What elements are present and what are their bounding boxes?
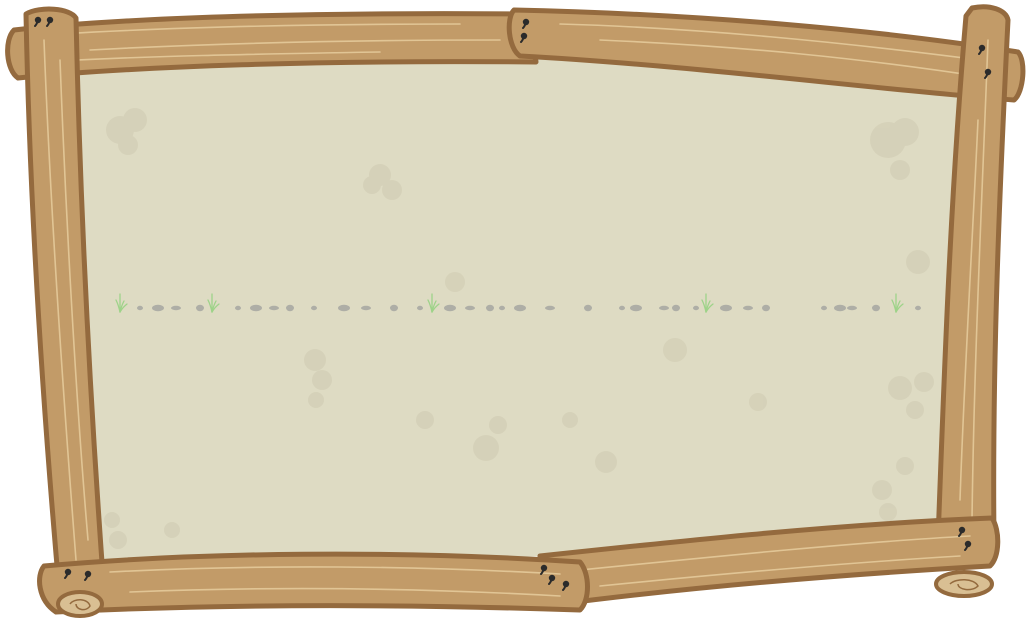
pebble [693, 305, 699, 311]
panel-blotch [891, 118, 919, 146]
log-top-left [5, 11, 539, 81]
panel-blotch [104, 512, 120, 528]
panel-blotch [118, 135, 138, 155]
pebble [514, 304, 526, 312]
pebble [847, 305, 857, 311]
nail-icon [562, 580, 570, 591]
panel-blotch [906, 250, 930, 274]
pebble [286, 304, 294, 312]
panel-blotch [914, 372, 934, 392]
pebble [619, 305, 625, 311]
pebble [196, 304, 204, 312]
panel-blotch [312, 370, 332, 390]
grass-tuft [701, 293, 714, 313]
nail-icon [46, 16, 54, 27]
log-bottom-left [37, 551, 590, 615]
panel-blotch [109, 531, 127, 549]
pebble [361, 305, 371, 311]
panel-blotch [896, 457, 914, 475]
pebble [338, 304, 350, 312]
grass-tuft [427, 293, 440, 313]
panel-blotch [749, 393, 767, 411]
grass-tuft [207, 293, 220, 313]
panel-blotch [123, 108, 147, 132]
panel-blotch [445, 272, 465, 292]
pebble [311, 305, 317, 311]
pebble [630, 304, 642, 312]
panel-blotch [489, 416, 507, 434]
pebble [584, 304, 592, 312]
panel-blotch [164, 522, 180, 538]
nail-icon [64, 568, 72, 579]
nail-icon [540, 564, 548, 575]
nail-icon [984, 68, 992, 79]
panel-blotch [595, 451, 617, 473]
panel-blotch [473, 435, 499, 461]
panel-blotches [104, 108, 934, 549]
pebble [390, 304, 398, 312]
nail-icon [520, 32, 528, 43]
nail-icon [84, 570, 92, 581]
panel-blotch [888, 376, 912, 400]
pebble [672, 304, 680, 312]
pebble [137, 305, 143, 311]
pebble [659, 305, 669, 311]
log-top-right [506, 7, 1026, 103]
pebble [152, 304, 164, 312]
nail-icon [958, 526, 966, 537]
pebble [250, 304, 262, 312]
pebble [486, 304, 494, 312]
ground-line [115, 293, 921, 313]
grass-tuft [891, 293, 904, 313]
pebble [171, 305, 181, 311]
log-end-bottom-left [56, 590, 104, 618]
panel-blotch [663, 338, 687, 362]
panel-blotch [879, 503, 897, 521]
panel-blotch [872, 480, 892, 500]
nail-icon [34, 16, 42, 27]
panel-blotch [304, 349, 326, 371]
nail-icon [548, 574, 556, 585]
pebble [821, 305, 827, 311]
pebble [269, 305, 279, 311]
nails [34, 16, 992, 591]
grass-tuft [115, 293, 128, 313]
panel-blotch [416, 411, 434, 429]
panel-blotch [308, 392, 324, 408]
pebble [915, 305, 921, 311]
log-end-bottom-right [934, 570, 994, 598]
panel-blotch [890, 160, 910, 180]
pebble [499, 305, 505, 311]
nail-icon [964, 540, 972, 551]
pebble [444, 304, 456, 312]
panel-blotch [906, 401, 924, 419]
pebble [834, 304, 846, 312]
pebble [235, 305, 241, 311]
panel-blotch [562, 412, 578, 428]
nail-icon [978, 44, 986, 55]
nail-icon [522, 18, 530, 29]
pebble [743, 305, 753, 311]
pebble [720, 304, 732, 312]
pebble [762, 304, 770, 312]
pebble [417, 305, 423, 311]
pebble [465, 305, 475, 311]
panel-blotch [382, 180, 402, 200]
pebble [872, 304, 880, 312]
panel-blotch [363, 176, 381, 194]
pebble [545, 305, 555, 311]
